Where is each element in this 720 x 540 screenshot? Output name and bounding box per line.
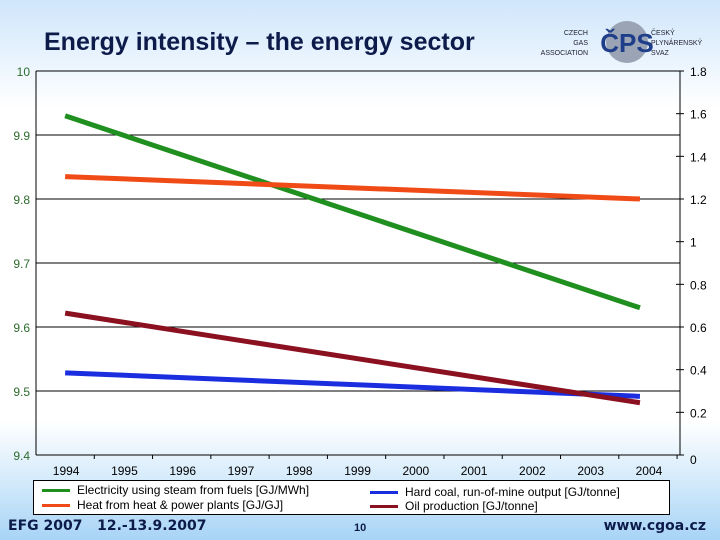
- right-tick-label: 1.6: [690, 108, 707, 122]
- footer-event: EFG 2007 12.-13.9.2007: [8, 518, 207, 534]
- x-tick-label: 2002: [519, 464, 546, 478]
- legend-swatch: [42, 503, 70, 507]
- right-tick-label: 1.2: [690, 193, 707, 207]
- legend-label: Oil production [GJ/tonne]: [405, 499, 538, 513]
- left-tick-label: 9.9: [13, 129, 30, 143]
- x-tick-label: 1996: [169, 464, 196, 478]
- right-tick-label: 1.8: [690, 65, 707, 79]
- legend-item: Electricity using steam from fuels [GJ/M…: [42, 483, 309, 497]
- svg-text:GAS: GAS: [573, 40, 588, 47]
- x-tick-label: 2001: [461, 464, 488, 478]
- x-tick-label: 1998: [286, 464, 313, 478]
- legend-swatch: [370, 490, 398, 494]
- series-line: [65, 174, 641, 202]
- left-tick-label: 10: [17, 65, 31, 79]
- svg-text:ČESKÝ: ČESKÝ: [651, 28, 675, 37]
- left-tick-label: 9.5: [13, 385, 30, 399]
- right-tick-label: 1: [690, 236, 697, 250]
- legend: Electricity using steam from fuels [GJ/M…: [33, 480, 670, 515]
- svg-text:SVAZ: SVAZ: [651, 50, 669, 57]
- left-tick-label: 9.6: [13, 321, 30, 335]
- legend-item: Oil production [GJ/tonne]: [370, 499, 538, 513]
- svg-text:CZECH: CZECH: [564, 30, 588, 37]
- right-tick-label: 0.6: [690, 321, 707, 335]
- x-tick-label: 1994: [53, 464, 80, 478]
- x-tick-label: 2000: [402, 464, 429, 478]
- left-tick-label: 9.8: [13, 193, 30, 207]
- right-tick-label: 0: [690, 453, 697, 467]
- x-tick-label: 1997: [228, 464, 255, 478]
- series-line: [64, 113, 641, 311]
- legend-swatch: [42, 488, 70, 492]
- right-tick-label: 0.4: [690, 364, 707, 378]
- website-link[interactable]: www.cgoa.cz: [603, 518, 706, 534]
- series-line: [64, 310, 641, 406]
- event-name: EFG 2007: [8, 518, 83, 534]
- left-tick-label: 9.4: [13, 449, 30, 463]
- cgoa-logo: CZECH GAS ASSOCIATION ČPS ČESKÝ PLYNÁREN…: [541, 21, 703, 63]
- legend-label: Electricity using steam from fuels [GJ/M…: [77, 483, 310, 497]
- legend-item: Heat from heat & power plants [GJ/GJ]: [42, 498, 283, 512]
- svg-text:ČPS: ČPS: [600, 28, 653, 58]
- x-tick-label: 1999: [344, 464, 371, 478]
- right-tick-label: 0.8: [690, 278, 707, 292]
- left-tick-label: 9.7: [13, 257, 30, 271]
- page-title: Energy intensity – the energy sector: [44, 28, 475, 56]
- x-tick-label: 2003: [577, 464, 604, 478]
- legend-swatch: [370, 504, 398, 508]
- right-tick-label: 1.4: [690, 150, 707, 164]
- page-number: 10: [354, 522, 367, 534]
- x-tick-label: 2004: [636, 464, 663, 478]
- event-date: 12.-13.9.2007: [97, 518, 207, 534]
- series-line: [65, 370, 641, 399]
- legend-label: Hard coal, run-of-mine output [GJ/tonne]: [405, 485, 620, 499]
- legend-label: Heat from heat & power plants [GJ/GJ]: [77, 498, 284, 512]
- right-tick-label: 0.2: [690, 406, 707, 420]
- svg-text:ASSOCIATION: ASSOCIATION: [541, 50, 588, 57]
- legend-item: Hard coal, run-of-mine output [GJ/tonne]: [370, 485, 620, 499]
- x-tick-label: 1995: [111, 464, 138, 478]
- svg-text:PLYNÁRENSKÝ: PLYNÁRENSKÝ: [651, 38, 703, 47]
